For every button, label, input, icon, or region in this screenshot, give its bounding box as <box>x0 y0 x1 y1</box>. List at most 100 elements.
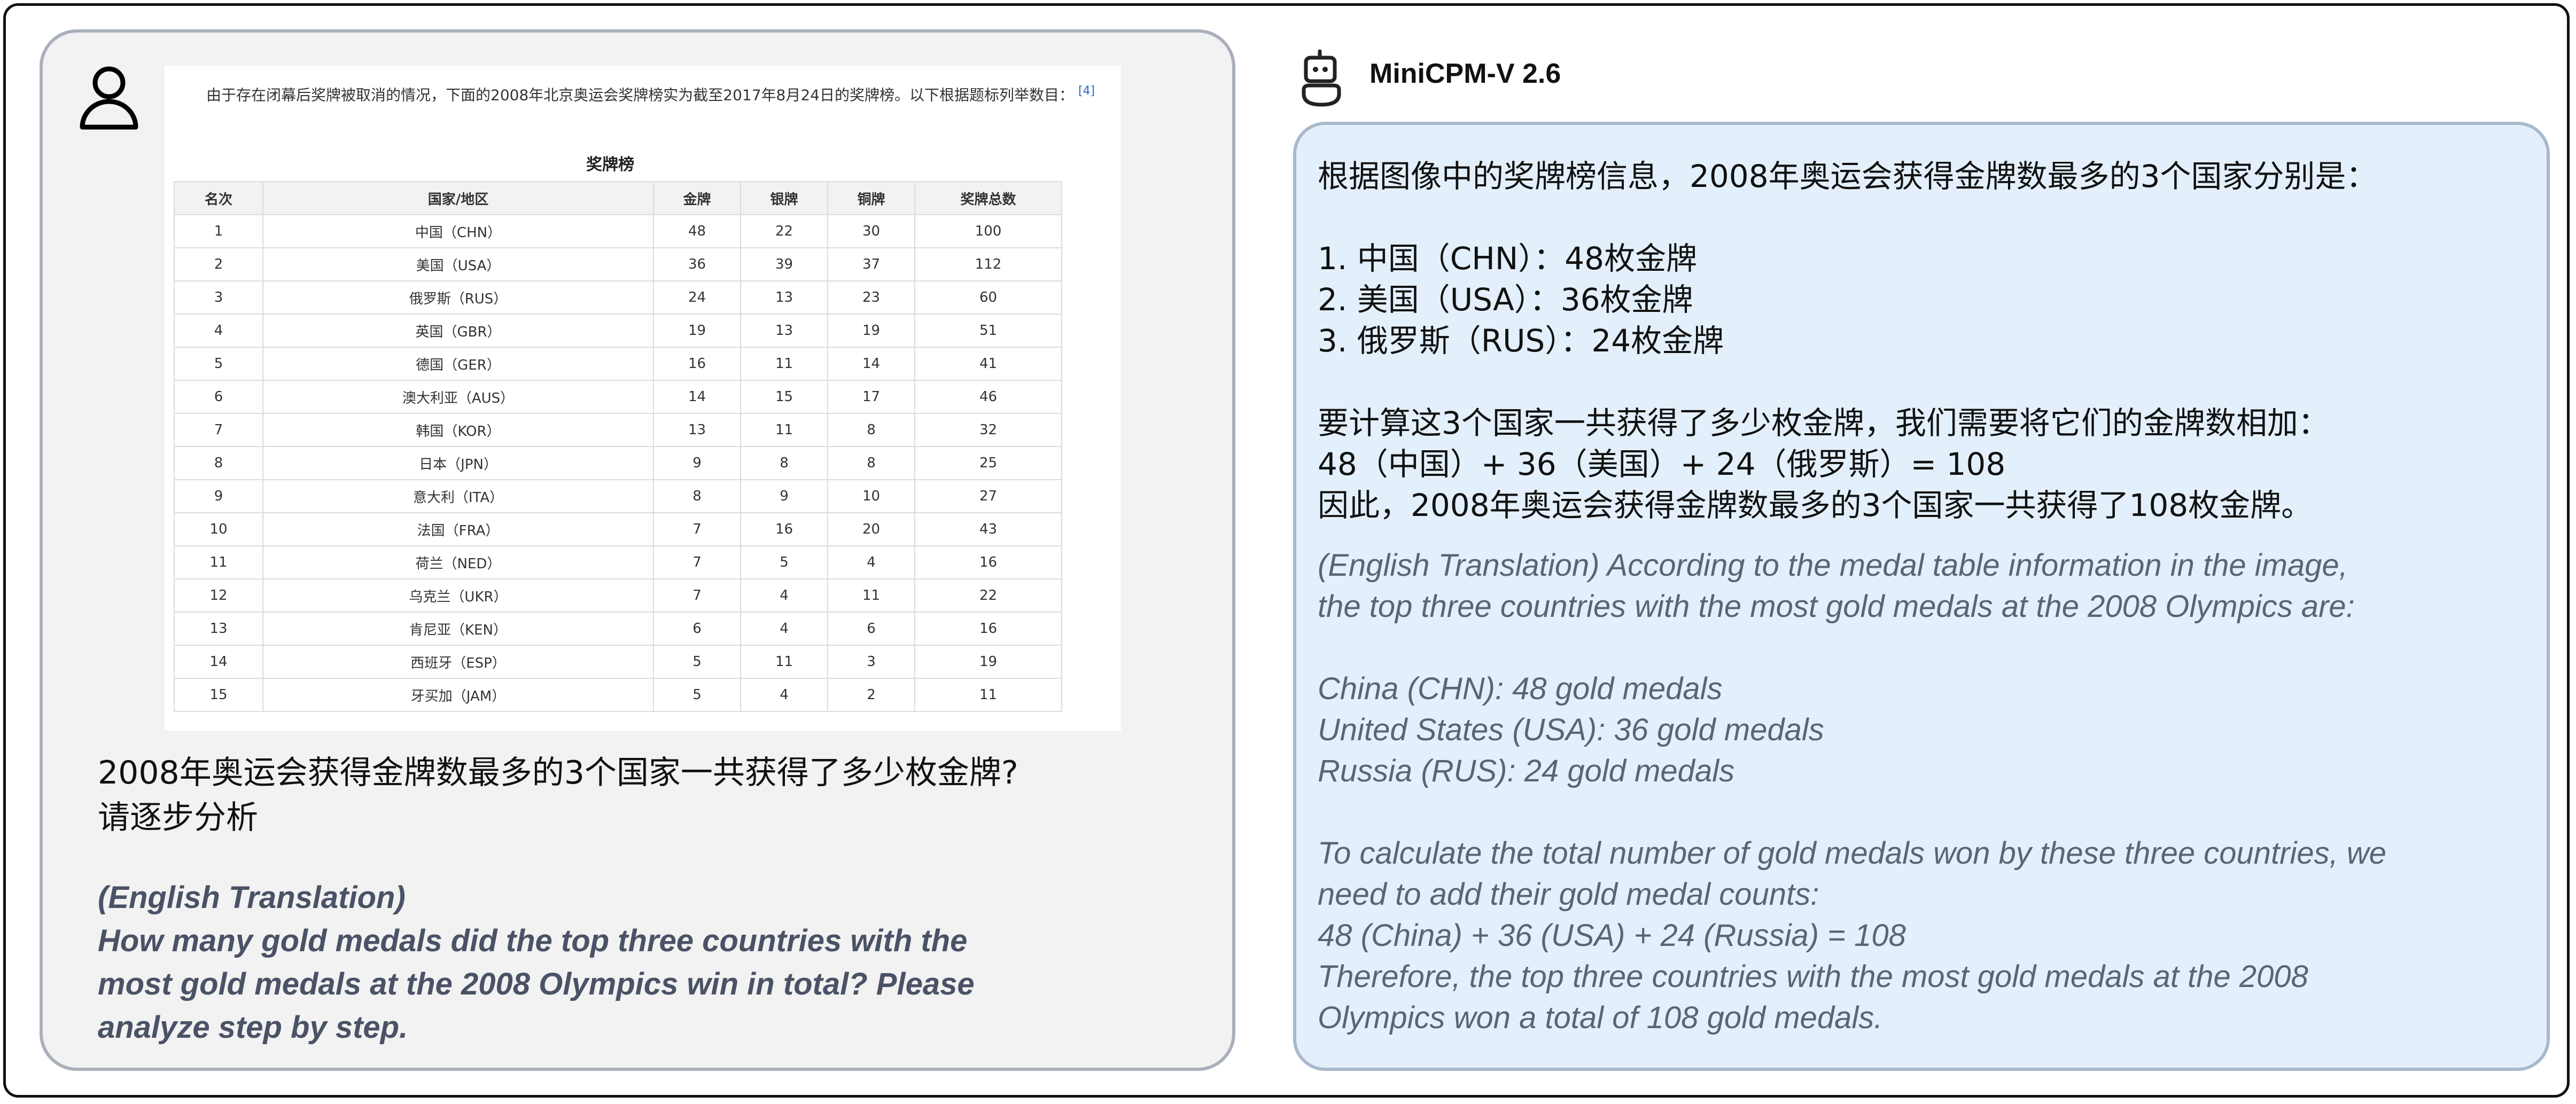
answer-line: 因此，2008年奥运会获得金牌数最多的3个国家一共获得了108枚金牌。 <box>1318 487 2313 523</box>
table-row: 2 美国（USA） 36 39 37 112 <box>174 247 1062 281</box>
table-cell: 13 <box>174 612 263 646</box>
table-row: 15 牙买加（JAM） 5 4 2 11 <box>174 678 1062 712</box>
table-cell: 30 <box>827 214 915 248</box>
table-row: 12 乌克兰（UKR） 7 4 11 22 <box>174 578 1062 613</box>
table-row: 9 意大利（ITA） 8 9 10 27 <box>174 479 1062 513</box>
medal-table-screenshot: 由于存在闭幕后奖牌被取消的情况，下面的2008年北京奥运会奖牌榜实为截至2017… <box>165 66 1121 731</box>
table-cell: 7 <box>174 413 263 447</box>
table-cell: 4 <box>827 545 915 580</box>
table-cell: 4 <box>740 578 828 613</box>
answer-line: 1. 中国（CHN）：48枚金牌 <box>1318 240 1698 277</box>
user-question-translation: (English Translation) How many gold medal… <box>98 876 975 1049</box>
table-cell: 9 <box>653 446 741 480</box>
table-cell: 5 <box>740 545 828 580</box>
column-header: 名次 <box>174 181 263 215</box>
table-cell: 俄罗斯（RUS） <box>262 280 654 315</box>
table-cell: 14 <box>174 645 263 679</box>
table-header-row: 名次 国家/地区 金牌 银牌 铜牌 奖牌总数 <box>174 181 1062 215</box>
table-cell: 12 <box>174 578 263 613</box>
user-icon <box>80 66 138 130</box>
model-name: MiniCPM-V 2.6 <box>1369 58 1561 89</box>
table-row: 13 肯尼亚（KEN） 6 4 6 16 <box>174 612 1062 646</box>
table-cell: 100 <box>914 214 1062 248</box>
table-cell: 5 <box>653 678 741 712</box>
table-row: 10 法国（FRA） 7 16 20 43 <box>174 512 1062 546</box>
translation-line: most gold medals at the 2008 Olympics wi… <box>98 967 975 1001</box>
table-cell: 7 <box>653 578 741 613</box>
table-cell: 肯尼亚（KEN） <box>262 612 654 646</box>
translation-line <box>1318 627 2386 668</box>
table-cell: 6 <box>174 380 263 414</box>
table-cell: 16 <box>914 612 1062 646</box>
table-cell: 德国（GER） <box>262 347 654 381</box>
table-cell: 19 <box>653 314 741 348</box>
table-cell: 9 <box>174 479 263 513</box>
answer-line: 48（中国）+ 36（美国）+ 24（俄罗斯）= 108 <box>1318 446 2006 482</box>
figure-frame <box>3 3 2570 1098</box>
table-cell: 14 <box>653 380 741 414</box>
table-row: 6 澳大利亚（AUS） 14 15 17 46 <box>174 380 1062 414</box>
translation-line <box>1318 792 2386 833</box>
table-cell: 11 <box>740 645 828 679</box>
table-cell: 36 <box>653 247 741 281</box>
translation-line: 48 (China) + 36 (USA) + 24 (Russia) = 10… <box>1318 918 1906 953</box>
translation-line: Russia (RUS): 24 gold medals <box>1318 754 1735 788</box>
table-row: 14 西班牙（ESP） 5 11 3 19 <box>174 645 1062 679</box>
answer-line: 3. 俄罗斯（RUS）：24枚金牌 <box>1318 323 1724 359</box>
table-cell: 37 <box>827 247 915 281</box>
table-cell: 25 <box>914 446 1062 480</box>
table-cell: 2 <box>174 247 263 281</box>
table-caption: 奖牌榜 <box>586 155 634 174</box>
table-cell: 13 <box>653 413 741 447</box>
table-cell: 11 <box>740 347 828 381</box>
translation-line: the top three countries with the most go… <box>1318 589 2355 624</box>
table-cell: 乌克兰（UKR） <box>262 578 654 613</box>
translation-line: To calculate the total number of gold me… <box>1318 836 2387 871</box>
translation-line: Therefore, the top three countries with … <box>1318 959 2308 994</box>
table-cell: 8 <box>740 446 828 480</box>
translation-line: China (CHN): 48 gold medals <box>1318 671 1723 706</box>
column-header: 国家/地区 <box>262 181 654 215</box>
table-cell: 韩国（KOR） <box>262 413 654 447</box>
table-cell: 16 <box>914 545 1062 580</box>
table-cell: 荷兰（NED） <box>262 545 654 580</box>
table-cell: 法国（FRA） <box>262 512 654 546</box>
table-cell: 16 <box>653 347 741 381</box>
translation-line: Olympics won a total of 108 gold medals. <box>1318 1000 1883 1035</box>
translation-line: analyze step by step. <box>98 1010 408 1045</box>
table-cell: 2 <box>827 678 915 712</box>
translation-line: need to add their gold medal counts: <box>1318 877 1819 912</box>
table-row: 1 中国（CHN） 48 22 30 100 <box>174 214 1062 248</box>
table-cell: 西班牙（ESP） <box>262 645 654 679</box>
column-header: 奖牌总数 <box>914 181 1062 215</box>
table-cell: 8 <box>827 446 915 480</box>
screenshot-intro-text: 由于存在闭幕后奖牌被取消的情况，下面的2008年北京奥运会奖牌榜实为截至2017… <box>175 76 1116 109</box>
table-cell: 9 <box>740 479 828 513</box>
table-cell: 意大利（ITA） <box>262 479 654 513</box>
table-cell: 43 <box>914 512 1062 546</box>
table-cell: 11 <box>740 413 828 447</box>
column-header: 铜牌 <box>827 181 915 215</box>
table-cell: 112 <box>914 247 1062 281</box>
reference-link[interactable]: [4] <box>1078 84 1095 98</box>
table-cell: 16 <box>740 512 828 546</box>
table-cell: 41 <box>914 347 1062 381</box>
answer-line: 2. 美国（USA）：36枚金牌 <box>1318 281 1693 318</box>
table-row: 8 日本（JPN） 9 8 8 25 <box>174 446 1062 480</box>
translation-line: (English Translation) According to the m… <box>1318 548 2348 583</box>
answer-line <box>1318 362 2377 403</box>
table-cell: 60 <box>914 280 1062 315</box>
table-cell: 3 <box>174 280 263 315</box>
table-cell: 39 <box>740 247 828 281</box>
assistant-answer: 根据图像中的奖牌榜信息，2008年奥运会获得金牌数最多的3个国家分别是： 1. 中… <box>1318 156 2377 526</box>
assistant-answer-translation: (English Translation) According to the m… <box>1318 545 2386 1038</box>
table-cell: 10 <box>827 479 915 513</box>
assistant-response-panel <box>1293 122 2550 1071</box>
translation-line: How many gold medals did the top three c… <box>98 923 968 958</box>
answer-line: 要计算这3个国家一共获得了多少枚金牌，我们需要将它们的金牌数相加： <box>1318 405 2329 441</box>
table-cell: 日本（JPN） <box>262 446 654 480</box>
table-cell: 11 <box>827 578 915 613</box>
table-cell: 7 <box>653 545 741 580</box>
table-cell: 牙买加（JAM） <box>262 678 654 712</box>
translation-line: United States (USA): 36 gold medals <box>1318 712 1824 747</box>
